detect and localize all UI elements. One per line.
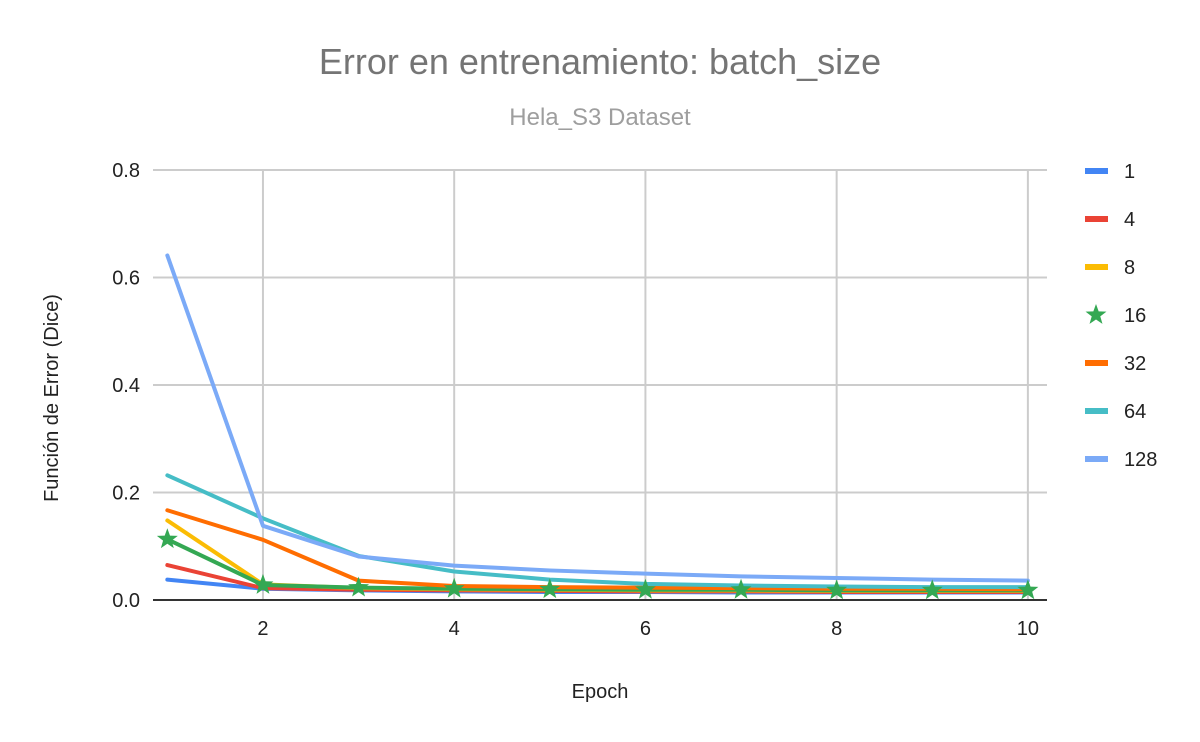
series-line-64 [165, 473, 1030, 590]
series-line-128 [165, 253, 1030, 583]
series-point-16 [1017, 579, 1039, 600]
legend-swatch-16 [1085, 304, 1107, 324]
y-tick-label: 0.8 [112, 160, 140, 182]
legend-label-4: 4 [1124, 209, 1135, 231]
series-markers [156, 528, 1039, 600]
legend-swatch-4 [1085, 216, 1108, 222]
x-axis-ticks: 2 4 6 8 10 [257, 618, 1039, 640]
y-tick-label: 0.0 [112, 590, 140, 612]
series-point-16 [539, 578, 561, 599]
legend-label-8: 8 [1124, 257, 1135, 279]
y-tick-label: 0.4 [112, 375, 140, 397]
x-tick-label: 6 [640, 618, 651, 640]
legend: 1 4 8 16 32 64 128 [1085, 161, 1157, 471]
y-axis-ticks: 0.0 0.2 0.4 0.6 0.8 [112, 160, 140, 612]
legend-label-32: 32 [1124, 353, 1146, 375]
series-lines [165, 253, 1030, 595]
legend-swatch-32 [1085, 360, 1108, 366]
series-point-16 [634, 578, 656, 599]
chart-subtitle: Hela_S3 Dataset [509, 104, 691, 131]
y-tick-label: 0.2 [112, 483, 140, 505]
legend-swatch-1 [1085, 168, 1108, 174]
series-point-16 [921, 579, 943, 600]
series-point-16 [443, 577, 465, 598]
legend-swatch-64 [1085, 408, 1108, 414]
y-tick-label: 0.6 [112, 268, 140, 290]
legend-swatch-8 [1085, 264, 1108, 270]
legend-label-64: 64 [1124, 401, 1146, 423]
series-point-16 [826, 579, 848, 600]
legend-label-128: 128 [1124, 449, 1157, 471]
chart-title: Error en entrenamiento: batch_size [319, 41, 881, 82]
x-tick-label: 4 [449, 618, 460, 640]
x-axis-label: Epoch [572, 681, 629, 703]
series-point-16 [730, 578, 752, 599]
legend-label-16: 16 [1124, 305, 1146, 327]
legend-label-1: 1 [1124, 161, 1135, 183]
y-axis-label: Función de Error (Dice) [41, 294, 63, 502]
legend-swatch-128 [1085, 456, 1108, 462]
x-tick-label: 8 [831, 618, 842, 640]
series-point-16 [348, 576, 370, 597]
series-point-16 [156, 528, 178, 549]
x-tick-label: 2 [257, 618, 268, 640]
series-point-16 [252, 573, 274, 594]
x-tick-label: 10 [1017, 618, 1039, 640]
grid [153, 169, 1047, 600]
